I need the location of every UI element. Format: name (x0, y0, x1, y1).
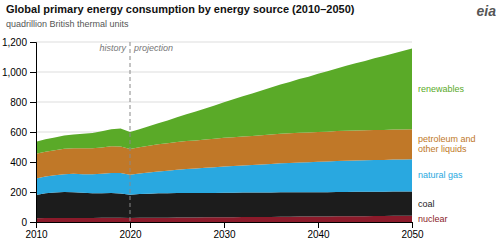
series-label: nuclear (418, 214, 448, 224)
title: Global primary energy consumption by ene… (6, 3, 355, 15)
grid-line (36, 42, 412, 43)
tick: 1,200 (2, 37, 36, 48)
tick-mark (30, 132, 36, 133)
tick-mark (30, 102, 36, 103)
tick: 1,000 (2, 67, 36, 78)
series-labels: nuclear coal natural gas petroleum andother… (418, 84, 476, 224)
tick-label: 2020 (119, 229, 142, 240)
tick: 2020 (119, 222, 142, 240)
chart: Global primary energy consumption by ene… (0, 0, 504, 242)
annotation: history (99, 43, 126, 53)
tick-label: 2050 (401, 229, 424, 240)
tick-mark (412, 222, 413, 228)
series-label: natural gas (418, 170, 463, 180)
tick-mark (224, 222, 225, 228)
tick-mark (30, 222, 36, 223)
grid (36, 42, 412, 222)
tick-label: 200 (10, 187, 27, 198)
subtitle: quadrillion British thermal units (6, 19, 129, 29)
y-axis: 0 200 400 600 800 1,000 1,200 (2, 37, 37, 228)
tick-label: 0 (21, 217, 27, 228)
tick-label: 1,000 (2, 67, 27, 78)
tick-mark (30, 162, 36, 163)
tick-mark (130, 222, 131, 228)
tick-mark (30, 42, 36, 43)
tick: 0 (21, 217, 36, 228)
series-label: petroleum andother liquids (418, 134, 476, 154)
tick-label: 600 (10, 127, 27, 138)
tick: 2030 (213, 222, 236, 240)
series-label: renewables (418, 84, 465, 94)
axis-line (37, 223, 413, 229)
reference-line (130, 42, 131, 222)
tick-label: 400 (10, 157, 27, 168)
area (36, 191, 412, 218)
tick-mark (318, 222, 319, 228)
tick-label: 2030 (213, 229, 236, 240)
annotation: eia (477, 3, 497, 19)
tick: 2010 (25, 222, 48, 240)
annotation: projection (133, 43, 173, 53)
tick-mark (30, 72, 36, 73)
tick-label: 1,200 (2, 37, 27, 48)
tick: 2050 (401, 222, 424, 240)
tick-mark (30, 192, 36, 193)
tick: 2040 (307, 222, 330, 240)
axis-line (30, 43, 37, 223)
plot-area (36, 42, 412, 222)
area (36, 48, 412, 153)
x-axis: 2010 2020 2030 2040 2050 (25, 222, 424, 240)
tick-label: 2040 (307, 229, 330, 240)
tick-label: 800 (10, 97, 27, 108)
tick: 800 (10, 97, 36, 108)
tick: 200 (10, 187, 36, 198)
tick: 600 (10, 127, 36, 138)
series-label: coal (418, 199, 435, 209)
tick-label: 2010 (25, 229, 48, 240)
tick: 400 (10, 157, 36, 168)
